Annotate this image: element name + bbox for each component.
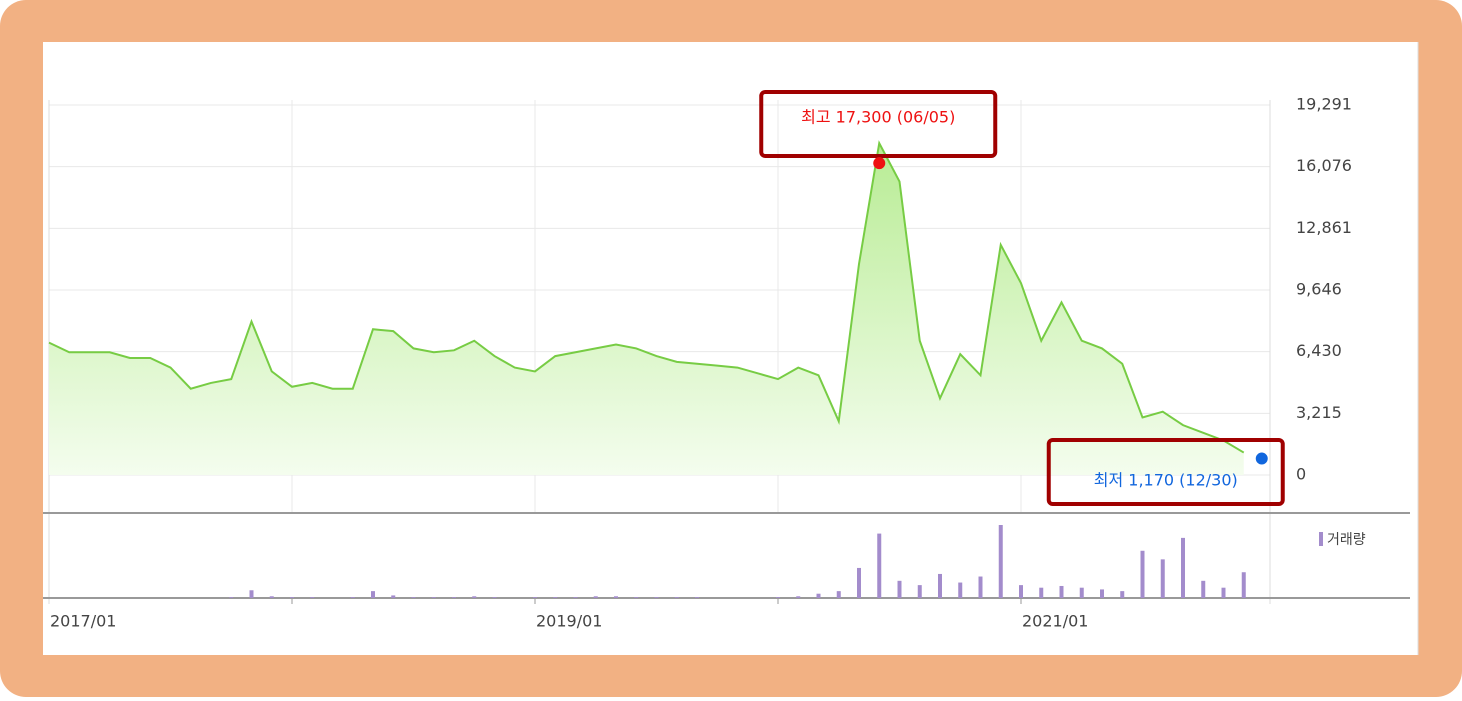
volume-bar	[857, 567, 861, 598]
volume-bar	[269, 596, 274, 598]
legend-label: 거래량	[1327, 532, 1366, 548]
volume-bar	[1079, 587, 1084, 598]
y-tick-label: 3,215	[1296, 403, 1342, 422]
volume-bar	[1160, 559, 1165, 598]
volume-bar	[1100, 589, 1104, 598]
volume-bar	[533, 597, 537, 598]
volume-bar	[431, 597, 436, 598]
volume-bar	[614, 596, 618, 598]
volume-bar	[290, 597, 294, 598]
volume-bar	[1059, 585, 1064, 598]
volume-bar	[411, 597, 416, 598]
volume-bar	[816, 593, 821, 598]
volume-bar	[695, 597, 699, 598]
volume-bar	[958, 582, 963, 598]
volume-bar	[310, 597, 315, 598]
volume-bar	[776, 597, 780, 598]
volume-bar	[978, 576, 983, 598]
volume-bar	[1140, 550, 1145, 598]
volume-bar	[1039, 587, 1044, 598]
panel	[43, 42, 1418, 655]
y-tick-label: 9,646	[1296, 279, 1342, 298]
y-tick-label: 6,430	[1296, 341, 1342, 360]
volume-bar	[229, 597, 234, 598]
price-line	[48, 140, 1245, 454]
volume-bar	[897, 580, 902, 598]
volume-bar	[1120, 591, 1125, 598]
volume-bar	[553, 597, 558, 598]
volume-bar	[877, 533, 882, 598]
y-tick-label: 12,861	[1296, 218, 1352, 237]
legend-swatch	[1319, 532, 1323, 546]
annotation-dot	[1255, 452, 1268, 465]
x-tick-label: 2021/01	[1022, 612, 1088, 631]
annotation-dot	[873, 157, 886, 170]
volume-bar	[249, 590, 254, 598]
y-tick-label: 16,076	[1296, 156, 1352, 175]
volume-bar	[674, 597, 679, 598]
annotation-text: 최고 17,300 (06/05)	[801, 108, 955, 127]
volume-bar	[492, 597, 497, 598]
price-area	[49, 143, 1244, 475]
volume-bar	[836, 591, 841, 598]
volume-bar	[1181, 537, 1185, 598]
volume-bar	[1019, 585, 1023, 598]
volume-bar	[452, 597, 456, 598]
volume-bar	[593, 596, 598, 598]
volume-bar	[391, 595, 396, 598]
volume-bar	[1241, 572, 1246, 598]
volume-bar	[938, 573, 942, 598]
y-tick-label: 0	[1296, 465, 1306, 484]
x-tick-label: 2017/01	[50, 612, 116, 631]
volume-bar	[654, 597, 659, 598]
volume-bar	[998, 525, 1003, 598]
annotation-text: 최저 1,170 (12/30)	[1094, 471, 1238, 490]
volume-bar	[796, 596, 801, 598]
volume-bar	[1221, 587, 1226, 598]
y-tick-label: 19,291	[1296, 95, 1352, 114]
volume-bar	[350, 597, 355, 598]
volume-bar	[917, 585, 922, 598]
annotation-box	[1046, 438, 1285, 506]
volume-bar	[1201, 580, 1206, 598]
volume-bar	[371, 591, 375, 598]
volume-bar	[634, 597, 639, 598]
volume-bar	[573, 597, 578, 598]
annotation-box	[759, 90, 998, 158]
x-tick-label: 2019/01	[536, 612, 602, 631]
volume-bar	[472, 596, 477, 598]
